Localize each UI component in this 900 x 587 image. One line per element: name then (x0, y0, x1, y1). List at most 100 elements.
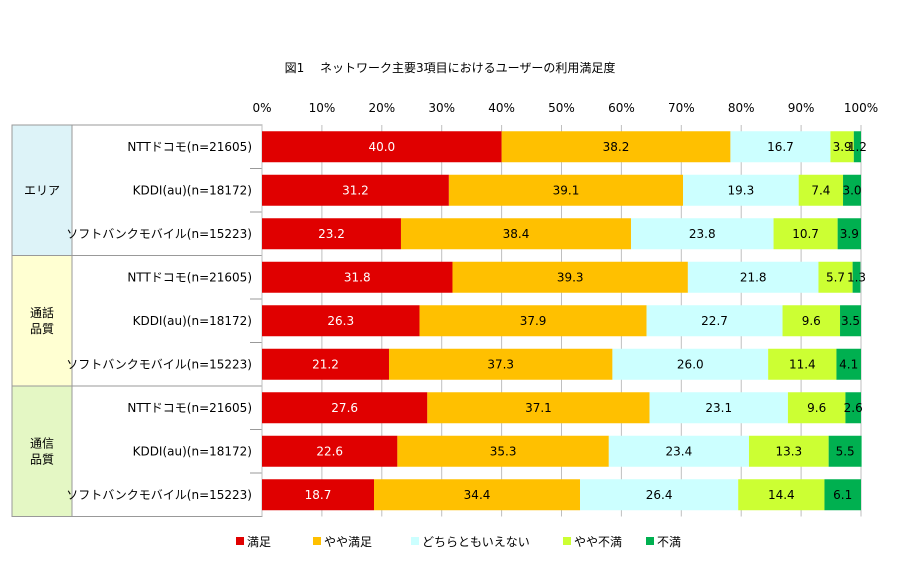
data-label: 22.6 (316, 444, 343, 458)
row-group-labels: エリア NTTドコモ(n=21605) KDDI(au)(n=18172) ソフトバン… (11, 124, 263, 517)
group-label: 通信 (30, 436, 54, 450)
data-label: 31.8 (344, 270, 371, 284)
x-tick-label: 60% (608, 101, 635, 115)
row-label: KDDI(au)(n=18172) (133, 183, 252, 197)
legend-swatch (411, 537, 419, 545)
x-tick-label: 100% (844, 101, 878, 115)
data-label: 23.8 (689, 227, 716, 241)
bar-segment (388, 348, 613, 380)
row-label: NTTドコモ(n=21605) (127, 140, 252, 154)
x-tick-label: 80% (728, 101, 755, 115)
data-label: 21.2 (312, 357, 339, 371)
bar-segment (649, 392, 788, 424)
bar-segment (768, 348, 837, 380)
legend-label: 不満 (657, 535, 681, 549)
data-label: 3.0 (842, 183, 861, 197)
group-label: 通話 (30, 305, 54, 320)
data-label: 11.4 (789, 357, 816, 371)
bar-segment (452, 261, 688, 293)
data-label: 10.7 (792, 227, 819, 241)
bar-segment (840, 305, 861, 337)
data-label: 16.7 (767, 140, 794, 154)
bar-segment (787, 392, 846, 424)
row-label: NTTドコモ(n=21605) (127, 401, 252, 415)
data-label: 9.6 (802, 314, 821, 328)
legend-swatch (236, 537, 244, 545)
data-label: 26.4 (646, 488, 673, 502)
data-label: 38.2 (603, 140, 630, 154)
data-label: 3.9 (840, 227, 859, 241)
data-label: 3.5 (841, 314, 860, 328)
bar-segment (837, 218, 861, 250)
bar-segment (397, 435, 609, 467)
bar-segment (580, 479, 739, 511)
x-tick-label: 40% (488, 101, 515, 115)
bar-segment (262, 305, 420, 337)
group-label: エリア (24, 183, 60, 197)
data-label: 7.4 (811, 183, 830, 197)
legend-swatch (313, 537, 321, 545)
bar-segment (798, 174, 844, 206)
legend: 満足 やや満足 どちらともいえない やや不満 不満 (236, 535, 681, 549)
data-label: 31.2 (342, 183, 369, 197)
data-label: 23.2 (318, 227, 345, 241)
x-tick-label: 20% (368, 101, 395, 115)
data-label: 14.4 (768, 488, 795, 502)
row-label: ソフトバンクモバイル(n=15223) (66, 357, 252, 371)
bar-segment (262, 131, 502, 163)
bar-segment (843, 174, 861, 206)
bar-segment (782, 305, 841, 337)
bars: 40.0 38.2 16.7 3.91.231.2 39.1 19.3 7.4 3.023.2… (262, 131, 867, 511)
bar-segment (853, 131, 861, 163)
legend-label: やや不満 (574, 535, 622, 549)
data-label: 38.4 (503, 227, 530, 241)
bar-segment (683, 174, 799, 206)
data-label: 37.3 (487, 357, 514, 371)
row-label: KDDI(au)(n=18172) (133, 314, 252, 328)
data-label: 40.0 (368, 140, 395, 154)
row-label: ソフトバンクモバイル(n=15223) (66, 227, 252, 241)
bar-segment (852, 261, 861, 293)
bar-segment (730, 131, 831, 163)
data-label: 21.8 (740, 270, 767, 284)
group-label-cell (11, 385, 73, 517)
bar-segment (419, 305, 647, 337)
bar-segment (262, 392, 428, 424)
bar-segment (612, 348, 769, 380)
data-label: 3.9 (833, 140, 852, 154)
data-label: 39.3 (557, 270, 584, 284)
bar-segment (828, 435, 862, 467)
bar-segment (400, 218, 631, 250)
data-label: 37.9 (520, 314, 547, 328)
data-label: 2.6 (844, 401, 863, 415)
bar-segment (374, 479, 581, 511)
bar-segment (687, 261, 819, 293)
bar-segment (845, 392, 861, 424)
data-label: 4.1 (839, 357, 858, 371)
bar-segment (773, 218, 838, 250)
data-label: 27.6 (331, 401, 358, 415)
data-label: 1.2 (848, 140, 867, 154)
data-label: 23.4 (666, 444, 693, 458)
bar-segment (448, 174, 684, 206)
data-label: 18.7 (305, 488, 332, 502)
bar-segment (824, 479, 861, 511)
legend-label: どちらともいえない (422, 535, 530, 549)
bar-segment (818, 261, 853, 293)
bar-segment (262, 261, 453, 293)
x-axis-ticks: 0% 10% 20% 30% 40% 50% 60% 70% 80% 90% 100% (252, 101, 878, 115)
row-label: ソフトバンクモバイル(n=15223) (66, 488, 252, 502)
data-label: 13.3 (775, 444, 802, 458)
bar-segment (501, 131, 731, 163)
x-tick-label: 70% (668, 101, 695, 115)
data-label: 19.3 (728, 183, 755, 197)
data-label: 26.0 (677, 357, 704, 371)
x-tick-label: 10% (309, 101, 336, 115)
legend-swatch (646, 537, 654, 545)
legend-label: やや満足 (324, 535, 372, 549)
data-label: 5.7 (826, 270, 845, 284)
x-tick-label: 90% (788, 101, 815, 115)
legend-label: 満足 (247, 535, 271, 549)
data-label: 35.3 (490, 444, 517, 458)
